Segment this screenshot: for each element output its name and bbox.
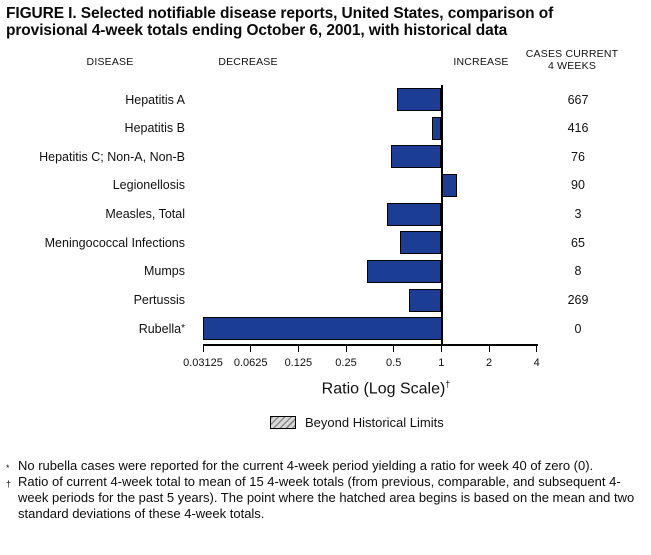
cases-value: 65 xyxy=(571,235,585,250)
x-axis-title-text: Ratio (Log Scale) xyxy=(321,380,446,398)
disease-label: Measles, Total xyxy=(105,207,185,222)
disease-label: Rubella* xyxy=(138,321,185,336)
ratio-bar xyxy=(396,88,442,111)
column-header-disease: DISEASE xyxy=(86,56,134,68)
footnote-ratio-text: Ratio of current 4-week total to mean of… xyxy=(18,474,635,521)
figure-title-line1: FIGURE I. Selected notifiable disease re… xyxy=(6,5,554,22)
x-axis-tick xyxy=(536,344,538,352)
x-axis-baseline xyxy=(203,344,538,346)
legend: Beyond Historical Limits xyxy=(270,415,444,430)
x-axis-tick xyxy=(345,344,347,352)
x-axis-tick xyxy=(202,344,204,352)
rubella-asterisk: * xyxy=(181,322,185,334)
x-axis-tick-label: 2 xyxy=(485,357,493,369)
footnote-ratio: † Ratio of current 4-week total to mean … xyxy=(5,474,647,522)
ratio-bar xyxy=(367,259,442,283)
ratio-bar xyxy=(203,317,442,341)
x-axis-tick xyxy=(393,344,395,352)
figure-title: FIGURE I. Selected notifiable disease re… xyxy=(6,5,646,39)
cases-value: 90 xyxy=(571,178,585,193)
column-header-decrease: DECREASE xyxy=(218,56,278,68)
cases-value: 667 xyxy=(567,92,589,107)
legend-label: Beyond Historical Limits xyxy=(305,415,444,430)
disease-label: Pertussis xyxy=(133,293,185,308)
column-header-cases-line1: CASES CURRENT xyxy=(525,48,619,60)
x-axis-tick xyxy=(297,344,300,352)
hatched-swatch-icon xyxy=(270,416,296,429)
cases-value: 269 xyxy=(567,293,589,308)
x-axis-tick-label: 4 xyxy=(533,357,540,369)
disease-label: Hepatitis C; Non-A, Non-B xyxy=(39,149,185,164)
ratio-bar xyxy=(391,145,442,169)
cases-value: 76 xyxy=(571,149,585,164)
x-axis-tick-label: 0.0625 xyxy=(233,357,268,369)
cases-value: 3 xyxy=(574,207,582,222)
cases-value: 8 xyxy=(574,264,582,279)
footnote-dagger-marker: † xyxy=(6,479,12,489)
dagger-superscript: † xyxy=(445,379,451,389)
x-axis-tick xyxy=(440,344,443,352)
x-axis-title: Ratio (Log Scale)† xyxy=(322,379,451,398)
x-axis-tick-label: 0.125 xyxy=(284,357,313,369)
footnote-rubella-text: No rubella cases were reported for the c… xyxy=(18,458,594,473)
footnote-rubella: * No rubella cases were reported for the… xyxy=(5,458,647,474)
ratio-bar xyxy=(386,202,442,226)
disease-label: Hepatitis A xyxy=(125,92,185,107)
x-axis-tick-label: 0.25 xyxy=(335,357,357,369)
footnotes: * No rubella cases were reported for the… xyxy=(5,458,647,522)
ratio-bar xyxy=(400,231,442,255)
footnote-asterisk-marker: * xyxy=(6,463,10,473)
x-axis-tick-label: 0.03125 xyxy=(183,357,223,369)
x-axis-tick xyxy=(488,344,490,352)
column-header-increase: INCREASE xyxy=(453,56,509,68)
x-axis-tick-label: 0.5 xyxy=(386,357,402,369)
disease-label: Meningococcal Infections xyxy=(44,235,185,250)
cases-value: 0 xyxy=(574,321,582,336)
column-header-cases-line2: 4 WEEKS xyxy=(547,60,597,72)
disease-label: Mumps xyxy=(144,264,185,279)
disease-label: Hepatitis B xyxy=(124,121,185,136)
ratio-bar xyxy=(408,288,442,312)
x-axis-tick xyxy=(250,344,252,352)
column-header-cases: CASES CURRENT 4 WEEKS xyxy=(526,48,618,72)
figure-title-line2: provisional 4-week totals ending October… xyxy=(6,21,508,39)
x-axis-tick-label: 1 xyxy=(438,357,445,369)
ratio-1-axis-line xyxy=(440,85,443,346)
cases-value: 416 xyxy=(567,121,589,136)
disease-label: Legionellosis xyxy=(112,178,185,193)
ratio-bar xyxy=(441,173,457,197)
